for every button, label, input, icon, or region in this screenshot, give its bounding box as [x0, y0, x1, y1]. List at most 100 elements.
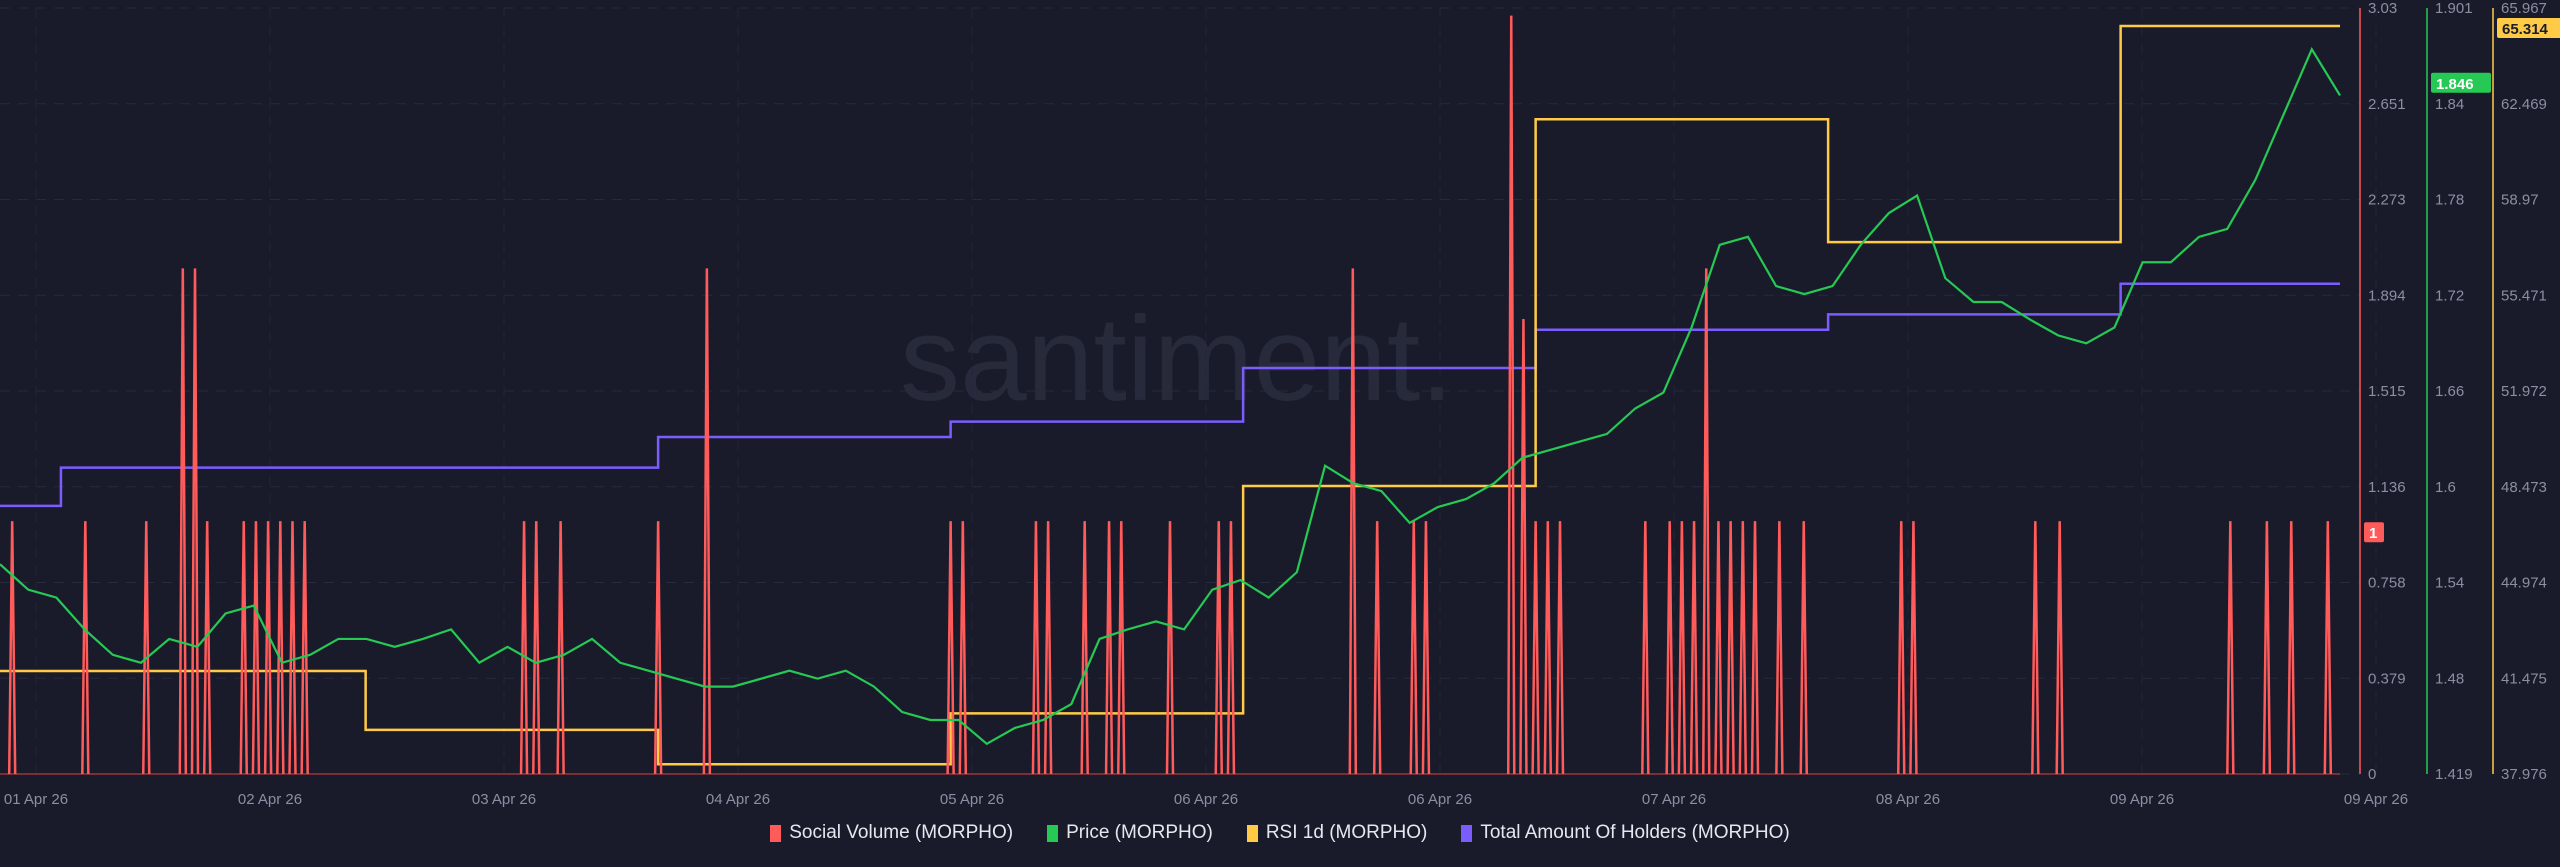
social-volume-spike[interactable]	[1897, 521, 1906, 775]
price-tick-label: 1.84	[2435, 96, 2464, 113]
social-volume-spike[interactable]	[2055, 521, 2064, 775]
social-volume-spike[interactable]	[1409, 521, 1418, 775]
social_volume-tick-label: 0.379	[2368, 670, 2406, 687]
x-tick-label: 08 Apr 26	[1876, 791, 1940, 808]
social-volume-spike[interactable]	[1080, 521, 1089, 775]
social-volume-spike[interactable]	[142, 521, 151, 775]
rsi-line	[0, 24, 2340, 766]
social-volume-spike[interactable]	[1519, 318, 1528, 775]
x-tick-label: 05 Apr 26	[940, 791, 1004, 808]
social-volume-spike[interactable]	[1775, 521, 1784, 775]
rsi-tick-label: 41.475	[2501, 670, 2547, 687]
x-tick-label: 09 Apr 26	[2344, 791, 2408, 808]
social-volume-spike[interactable]	[1226, 521, 1236, 775]
legend-swatch	[770, 824, 782, 842]
rsi-tick-label: 58.97	[2501, 192, 2539, 209]
social-volume-spike[interactable]	[1555, 521, 1565, 775]
social-volume-spike[interactable]	[1689, 521, 1699, 775]
social-volume-spike[interactable]	[1214, 521, 1223, 775]
social-volume-spike[interactable]	[251, 521, 261, 775]
social-volume-spike[interactable]	[1043, 521, 1053, 775]
social-volume-spike[interactable]	[1799, 521, 1808, 775]
social-volume-spike[interactable]	[1165, 521, 1175, 775]
price-value-badge-bg	[2431, 72, 2491, 93]
social-volume-spike[interactable]	[1909, 521, 1918, 775]
social-volume-spike[interactable]	[946, 521, 955, 775]
social_volume-tick-label: 2.651	[2368, 96, 2406, 113]
social-volume-spike[interactable]	[2031, 521, 2040, 775]
social-volume-spike[interactable]	[288, 521, 297, 775]
social-volume-spike[interactable]	[519, 521, 529, 775]
social-volume-spike[interactable]	[1031, 521, 1041, 775]
social-volume-spike[interactable]	[532, 521, 541, 775]
social-volume-spike[interactable]	[702, 268, 712, 775]
social_volume-tick-label: 3.03	[2368, 0, 2397, 17]
x-tick-label: 06 Apr 26	[1174, 791, 1238, 808]
social_volume-tick-label: 0	[2368, 766, 2376, 783]
santiment-watermark: santiment.	[900, 292, 1454, 426]
x-tick-label: 02 Apr 26	[238, 791, 302, 808]
social-volume-value-badge-bg	[2364, 522, 2384, 543]
rsi-tick-label: 65.967	[2501, 0, 2547, 17]
price-tick-label: 1.48	[2435, 670, 2464, 687]
social-volume-spike[interactable]	[1104, 521, 1114, 775]
legend-swatch	[1246, 824, 1258, 842]
grid	[0, 7, 2377, 775]
legend-swatch	[1047, 824, 1059, 842]
social-volume-spike[interactable]	[2226, 521, 2235, 775]
social-volume-spike[interactable]	[1421, 521, 1431, 775]
social-volume-spike[interactable]	[1372, 521, 1382, 775]
rsi-value-badge-text: 65.314	[2502, 21, 2549, 38]
social-volume-spike[interactable]	[276, 521, 285, 775]
social-volume-spike[interactable]	[2262, 521, 2272, 775]
social-volume-spike[interactable]	[1348, 268, 1358, 775]
x-tick-label: 07 Apr 26	[1642, 791, 1706, 808]
legend-label: RSI 1d (MORPHO)	[1265, 822, 1428, 843]
legend-label: Social Volume (MORPHO)	[789, 822, 1014, 843]
social-volume-spike[interactable]	[556, 521, 565, 775]
social-volume-spike[interactable]	[1726, 521, 1735, 775]
legend-label: Total Amount Of Holders (MORPHO)	[1480, 822, 1790, 843]
social-volume-spike[interactable]	[239, 521, 248, 775]
price-tick-label: 1.901	[2435, 0, 2473, 17]
social-volume-spike[interactable]	[1641, 521, 1650, 775]
social-volume-spike[interactable]	[1117, 521, 1126, 775]
social-volume-spike[interactable]	[1738, 521, 1748, 775]
social-volume-spike[interactable]	[190, 268, 200, 775]
legend-label: Price (MORPHO)	[1066, 822, 1213, 843]
social-volume-spike[interactable]	[1702, 268, 1711, 775]
social-volume-spike[interactable]	[178, 268, 188, 775]
social_volume-tick-label: 1.136	[2368, 479, 2406, 496]
social-volume-spike[interactable]	[2323, 521, 2333, 775]
social-volume-spike[interactable]	[1750, 521, 1760, 775]
rsi-value-badge: 65.314	[2497, 18, 2560, 38]
social-volume-spike[interactable]	[1714, 521, 1723, 775]
social-volume-spike[interactable]	[1507, 15, 1516, 775]
social-volume-spike[interactable]	[653, 521, 663, 775]
social-volume-spike[interactable]	[1677, 521, 1687, 775]
social-volume-value-badge-text: 1	[2369, 525, 2377, 542]
legend-item-price[interactable]: Price (MORPHO)	[1047, 822, 1213, 844]
social-volume-spike[interactable]	[1665, 521, 1674, 775]
social_volume-tick-label: 0.758	[2368, 575, 2406, 592]
social-volume-spike[interactable]	[2287, 521, 2296, 775]
social-volume-spike[interactable]	[81, 521, 90, 775]
rsi-tick-label: 51.972	[2501, 383, 2547, 400]
plot-area[interactable]	[0, 15, 2341, 775]
price-tick-label: 1.419	[2435, 766, 2473, 783]
social-volume-spike[interactable]	[263, 521, 273, 775]
social-volume-spike[interactable]	[300, 521, 309, 775]
legend-item-rsi[interactable]: RSI 1d (MORPHO)	[1246, 822, 1428, 844]
social-volume-spike[interactable]	[1531, 521, 1540, 775]
social-volume-spike[interactable]	[7, 521, 17, 775]
legend-item-social-volume[interactable]: Social Volume (MORPHO)	[770, 822, 1013, 844]
x-tick-label: 06 Apr 26	[1408, 791, 1472, 808]
social-volume-spike[interactable]	[1543, 521, 1553, 775]
holders-line	[0, 282, 2340, 508]
social-volume-spike[interactable]	[202, 521, 212, 775]
price-tick-label: 1.54	[2435, 575, 2464, 592]
social_volume-tick-label: 2.273	[2368, 192, 2406, 209]
legend-item-holders[interactable]: Total Amount Of Holders (MORPHO)	[1461, 822, 1790, 844]
social-volume-spike[interactable]	[958, 521, 968, 775]
